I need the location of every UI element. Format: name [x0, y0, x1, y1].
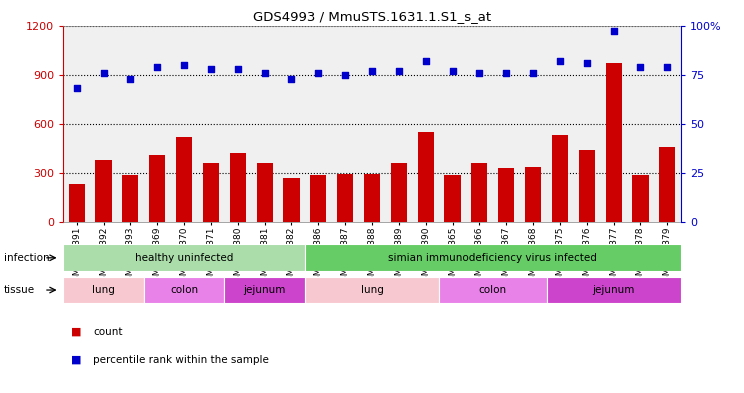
Text: lung: lung	[92, 285, 115, 295]
Bar	[632, 175, 649, 222]
Text: jejunum: jejunum	[243, 285, 286, 295]
Point	[661, 64, 673, 70]
Point	[339, 72, 351, 78]
Text: ■: ■	[71, 327, 81, 337]
Bar	[552, 135, 568, 222]
Point	[608, 28, 620, 35]
Point	[124, 75, 136, 82]
Text: infection: infection	[4, 253, 49, 263]
Point	[446, 68, 458, 74]
Text: tissue: tissue	[4, 285, 35, 295]
Point	[581, 60, 593, 66]
Bar	[364, 174, 380, 222]
Bar	[472, 163, 487, 222]
Point	[97, 70, 109, 76]
Point	[232, 66, 244, 72]
Text: colon: colon	[170, 285, 198, 295]
Bar	[225, 277, 305, 303]
Point	[151, 64, 163, 70]
Text: jejunum: jejunum	[592, 285, 635, 295]
Text: lung: lung	[361, 285, 383, 295]
Bar	[305, 277, 439, 303]
Bar	[525, 167, 541, 222]
Bar	[149, 155, 165, 222]
Bar	[579, 150, 595, 222]
Point	[71, 85, 83, 92]
Point	[420, 58, 432, 64]
Text: GDS4993 / MmuSTS.1631.1.S1_s_at: GDS4993 / MmuSTS.1631.1.S1_s_at	[253, 10, 491, 23]
Bar	[68, 184, 85, 222]
Text: count: count	[93, 327, 123, 337]
Text: colon: colon	[478, 285, 507, 295]
Point	[554, 58, 566, 64]
Bar	[417, 132, 434, 222]
Bar	[337, 174, 353, 222]
Point	[312, 70, 324, 76]
Text: healthy uninfected: healthy uninfected	[135, 253, 234, 263]
Bar	[230, 153, 246, 222]
Point	[178, 62, 190, 68]
Bar	[122, 174, 138, 222]
Point	[393, 68, 405, 74]
Bar	[310, 175, 327, 222]
Text: ■: ■	[71, 354, 81, 365]
Bar	[257, 163, 272, 222]
Bar	[444, 174, 461, 222]
Point	[473, 70, 485, 76]
Point	[205, 66, 217, 72]
Bar	[391, 163, 407, 222]
Point	[527, 70, 539, 76]
Bar	[659, 147, 676, 222]
Text: simian immunodeficiency virus infected: simian immunodeficiency virus infected	[388, 253, 597, 263]
Point	[259, 70, 271, 76]
Bar	[95, 160, 112, 222]
Bar	[498, 168, 514, 222]
Bar	[283, 178, 300, 222]
Bar	[63, 277, 144, 303]
Bar	[176, 137, 192, 222]
Point	[366, 68, 378, 74]
Point	[635, 64, 647, 70]
Bar	[203, 163, 219, 222]
Text: percentile rank within the sample: percentile rank within the sample	[93, 354, 269, 365]
Bar	[63, 244, 305, 271]
Bar	[606, 63, 622, 222]
Bar	[439, 277, 547, 303]
Point	[286, 75, 298, 82]
Bar	[144, 277, 225, 303]
Bar	[547, 277, 681, 303]
Bar	[305, 244, 681, 271]
Point	[500, 70, 512, 76]
